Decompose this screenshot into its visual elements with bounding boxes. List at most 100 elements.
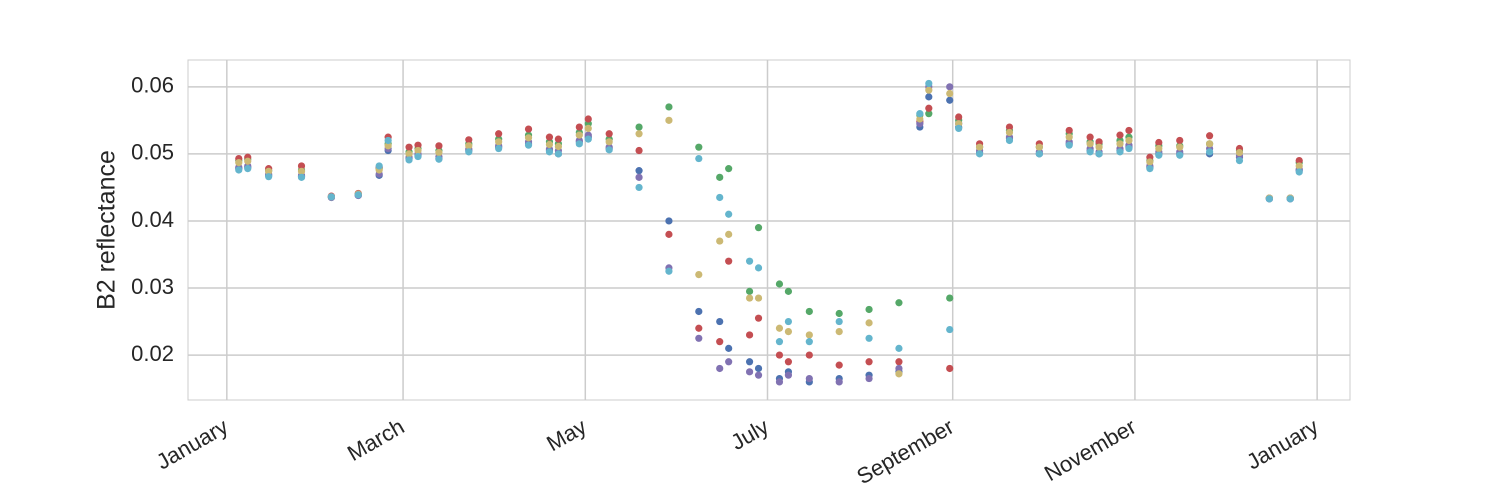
point bbox=[1095, 138, 1103, 146]
point bbox=[435, 155, 443, 163]
point bbox=[835, 361, 843, 369]
point bbox=[405, 156, 413, 164]
point bbox=[895, 364, 903, 373]
point bbox=[1035, 143, 1043, 151]
point bbox=[575, 140, 583, 148]
point bbox=[754, 371, 763, 379]
point bbox=[1235, 156, 1244, 165]
point bbox=[554, 135, 563, 143]
point bbox=[1005, 136, 1014, 145]
point bbox=[554, 142, 563, 151]
point bbox=[835, 378, 843, 386]
point bbox=[946, 83, 954, 91]
point bbox=[384, 142, 392, 150]
point bbox=[1176, 136, 1184, 145]
point bbox=[1086, 133, 1094, 141]
point bbox=[584, 124, 592, 133]
point bbox=[775, 280, 784, 288]
point bbox=[695, 324, 703, 332]
point bbox=[745, 287, 754, 295]
point bbox=[895, 358, 903, 366]
point bbox=[635, 183, 643, 192]
point bbox=[865, 319, 873, 327]
point bbox=[805, 338, 813, 346]
point bbox=[1155, 151, 1163, 159]
point bbox=[1155, 138, 1163, 147]
point bbox=[775, 378, 784, 386]
y-tick-label: 0.03 bbox=[131, 274, 174, 299]
point bbox=[635, 130, 643, 138]
point bbox=[244, 157, 252, 165]
point bbox=[1065, 126, 1073, 135]
point bbox=[465, 148, 473, 156]
point bbox=[835, 327, 843, 336]
plot-frame bbox=[187, 59, 1351, 401]
y-tick-label: 0.04 bbox=[131, 207, 174, 232]
point bbox=[495, 130, 503, 138]
point bbox=[716, 193, 724, 202]
point bbox=[1116, 131, 1124, 139]
point bbox=[784, 371, 793, 379]
point bbox=[946, 89, 954, 98]
point bbox=[725, 257, 733, 265]
point bbox=[725, 344, 733, 352]
point bbox=[865, 305, 873, 314]
point bbox=[405, 150, 413, 158]
point bbox=[1065, 141, 1073, 149]
point bbox=[745, 331, 754, 339]
point bbox=[805, 374, 813, 383]
y-tick-label: 0.06 bbox=[131, 73, 174, 98]
point bbox=[916, 115, 924, 123]
point bbox=[414, 146, 422, 155]
point bbox=[695, 307, 703, 316]
point bbox=[1295, 162, 1303, 170]
point bbox=[1086, 148, 1094, 156]
point bbox=[925, 110, 933, 118]
point bbox=[695, 154, 703, 163]
point bbox=[1176, 151, 1184, 159]
y-tick-label: 0.05 bbox=[131, 140, 174, 165]
point bbox=[1116, 140, 1124, 148]
point bbox=[524, 141, 533, 149]
point bbox=[665, 267, 673, 275]
point bbox=[695, 334, 703, 342]
point bbox=[524, 125, 533, 133]
point bbox=[1125, 126, 1133, 135]
point bbox=[784, 358, 793, 366]
point bbox=[716, 364, 724, 373]
point bbox=[244, 165, 252, 173]
point bbox=[1005, 128, 1014, 137]
point bbox=[925, 79, 933, 88]
point bbox=[545, 133, 554, 141]
point bbox=[524, 134, 533, 142]
point bbox=[545, 148, 554, 156]
point bbox=[1235, 148, 1244, 157]
point bbox=[635, 146, 643, 155]
point bbox=[716, 317, 724, 326]
point bbox=[575, 131, 583, 139]
point bbox=[695, 270, 703, 279]
point bbox=[465, 142, 473, 150]
point bbox=[925, 86, 933, 94]
point bbox=[725, 358, 733, 366]
point bbox=[716, 338, 724, 346]
point bbox=[1206, 140, 1214, 148]
point bbox=[1146, 165, 1154, 173]
point bbox=[1155, 144, 1163, 153]
point bbox=[1095, 150, 1103, 158]
point bbox=[1086, 140, 1094, 148]
point bbox=[1295, 168, 1303, 176]
point bbox=[745, 294, 754, 302]
point bbox=[805, 307, 813, 316]
point bbox=[946, 364, 954, 373]
point bbox=[665, 217, 673, 225]
point bbox=[955, 113, 963, 121]
point bbox=[297, 162, 306, 170]
point bbox=[414, 152, 422, 161]
point bbox=[784, 327, 793, 336]
point bbox=[605, 138, 613, 146]
point bbox=[414, 141, 422, 149]
point bbox=[754, 294, 763, 302]
point bbox=[605, 146, 613, 154]
point bbox=[1146, 158, 1154, 166]
